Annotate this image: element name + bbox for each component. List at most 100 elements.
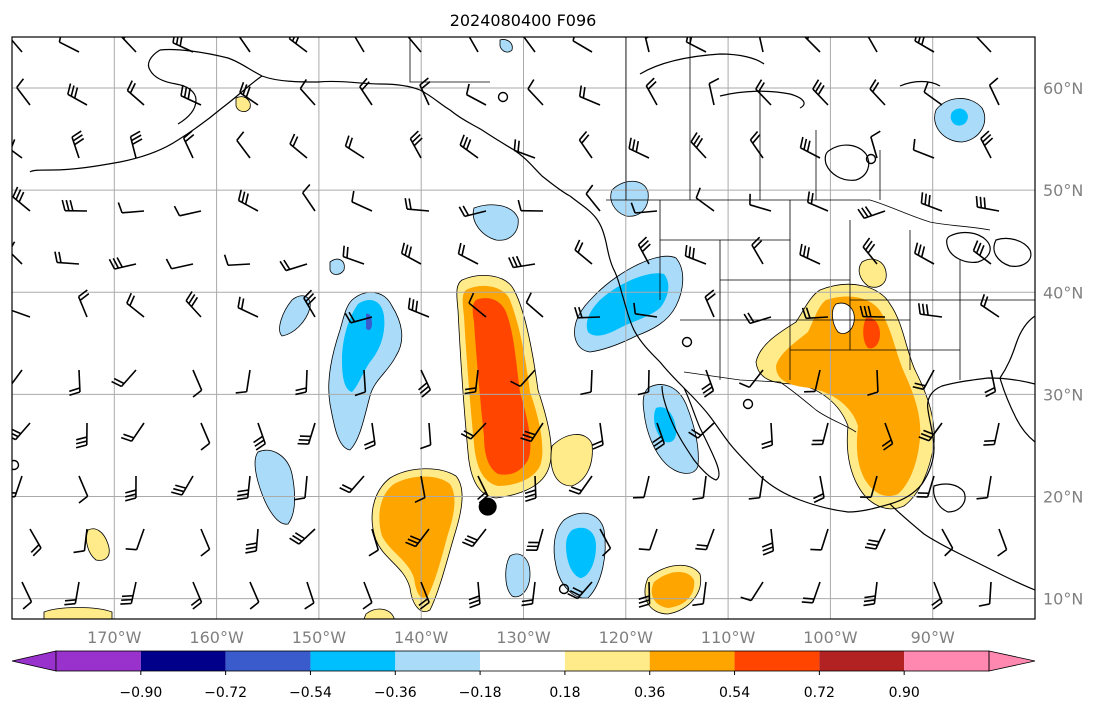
wind-barb bbox=[12, 37, 23, 53]
wind-barb bbox=[574, 306, 601, 319]
wind-barb bbox=[740, 581, 764, 602]
wind-barb bbox=[810, 528, 829, 551]
wind-barb bbox=[120, 581, 137, 605]
wind-barb bbox=[239, 81, 259, 106]
wind-barb bbox=[862, 237, 878, 265]
positive-anomaly-plains-orange bbox=[776, 296, 921, 497]
wind-barb bbox=[978, 581, 992, 607]
wind-barb bbox=[58, 37, 80, 53]
longitude-tick-label: 110°W bbox=[701, 628, 756, 647]
wind-barb bbox=[462, 528, 487, 548]
wind-barb bbox=[695, 528, 715, 551]
colorbar-segment bbox=[140, 651, 226, 671]
wind-barb bbox=[420, 422, 432, 450]
positive-anomaly-far-west bbox=[86, 528, 110, 561]
wind-barb bbox=[465, 83, 487, 106]
wind-barb bbox=[803, 37, 821, 53]
colorbar-segment bbox=[56, 651, 141, 671]
colorbar-segment bbox=[904, 651, 989, 671]
wind-barb bbox=[293, 475, 308, 501]
wind-barb bbox=[12, 309, 31, 318]
wind-barb bbox=[917, 303, 943, 318]
wind-barb bbox=[692, 581, 707, 607]
colorbar-tick-label: 0.18 bbox=[549, 685, 580, 701]
wind-barb bbox=[920, 192, 943, 212]
wind-barb bbox=[235, 369, 251, 394]
wind-barb bbox=[749, 131, 764, 159]
wind-barb bbox=[185, 291, 202, 318]
colorbar-tick-label: −0.90 bbox=[119, 685, 162, 701]
wind-barb bbox=[12, 239, 23, 265]
us-west-coast bbox=[621, 293, 891, 513]
wind-barb bbox=[685, 37, 707, 53]
colorbar-tick-label: 0.90 bbox=[889, 685, 920, 701]
arctic-coast-2 bbox=[719, 90, 805, 109]
colorbar-frame bbox=[55, 650, 990, 672]
colorbar-tick-label: −0.18 bbox=[459, 685, 502, 701]
colorbar-segment bbox=[734, 651, 820, 671]
great-lakes bbox=[946, 231, 991, 263]
wind-barb bbox=[520, 422, 544, 443]
colorbar-segment bbox=[819, 651, 905, 671]
negative-anomaly-north-edge bbox=[499, 39, 513, 53]
wind-barb bbox=[684, 245, 707, 265]
wind-barb bbox=[690, 132, 707, 159]
negative-anomaly-north-pacific bbox=[472, 204, 519, 241]
negative-anomaly-mid-pacific bbox=[329, 258, 345, 275]
wind-barb bbox=[799, 243, 821, 265]
wind-barb bbox=[585, 184, 601, 212]
alaska-west bbox=[147, 49, 197, 125]
florida bbox=[999, 377, 1035, 443]
colorbar-segment bbox=[564, 651, 650, 671]
wind-barb bbox=[592, 422, 604, 450]
latitude-tick-label: 50°N bbox=[1043, 181, 1083, 200]
wind-barb bbox=[418, 369, 432, 398]
wind-barb bbox=[237, 296, 259, 318]
wind-barb bbox=[120, 422, 145, 442]
wind-barb bbox=[12, 369, 23, 385]
wind-barb bbox=[941, 528, 954, 557]
wind-barb bbox=[12, 475, 23, 498]
wind-barb bbox=[165, 258, 194, 270]
longitude-tick-label: 150°W bbox=[292, 628, 347, 647]
wind-barb bbox=[464, 369, 479, 395]
wind-barb bbox=[748, 475, 764, 500]
positive-anomaly-north-plains bbox=[858, 258, 887, 288]
wind-barb bbox=[111, 369, 137, 388]
wind-barb bbox=[870, 130, 881, 159]
canada-coast bbox=[569, 195, 623, 295]
wind-barb bbox=[578, 85, 601, 106]
wind-barb bbox=[637, 369, 650, 396]
station-markers bbox=[12, 91, 877, 595]
wind-barb bbox=[299, 78, 316, 106]
wind-barb bbox=[354, 369, 367, 397]
wind-barb bbox=[54, 251, 80, 265]
wind-barb bbox=[652, 422, 666, 451]
wind-barb bbox=[916, 475, 935, 498]
station-circle bbox=[681, 336, 693, 348]
wind-barb bbox=[688, 422, 715, 439]
wind-barb bbox=[16, 78, 31, 106]
wind-barb bbox=[295, 369, 308, 396]
wind-barb bbox=[364, 422, 376, 450]
wind-barb bbox=[61, 199, 88, 212]
wind-barb bbox=[78, 475, 89, 504]
positive-anomaly-central-pacific-red bbox=[472, 298, 531, 475]
wind-barb bbox=[988, 77, 1000, 106]
longitude-tick-label: 120°W bbox=[599, 628, 654, 647]
wind-barb bbox=[21, 581, 33, 610]
us-canada-border bbox=[606, 199, 991, 231]
negative-anomaly-hawaii bbox=[254, 449, 296, 525]
wind-barb bbox=[524, 475, 537, 503]
longitude-tick-label: 140°W bbox=[394, 628, 449, 647]
wind-barb bbox=[404, 198, 430, 212]
wind-barb bbox=[801, 581, 821, 604]
us-mexico-border bbox=[683, 371, 857, 433]
wind-barb bbox=[126, 292, 145, 318]
wind-barb bbox=[645, 77, 658, 106]
wind-barb bbox=[983, 422, 1000, 446]
colorbar-tick-label: 0.36 bbox=[634, 685, 665, 701]
wind-barb bbox=[867, 369, 879, 397]
wind-barb bbox=[125, 475, 137, 502]
